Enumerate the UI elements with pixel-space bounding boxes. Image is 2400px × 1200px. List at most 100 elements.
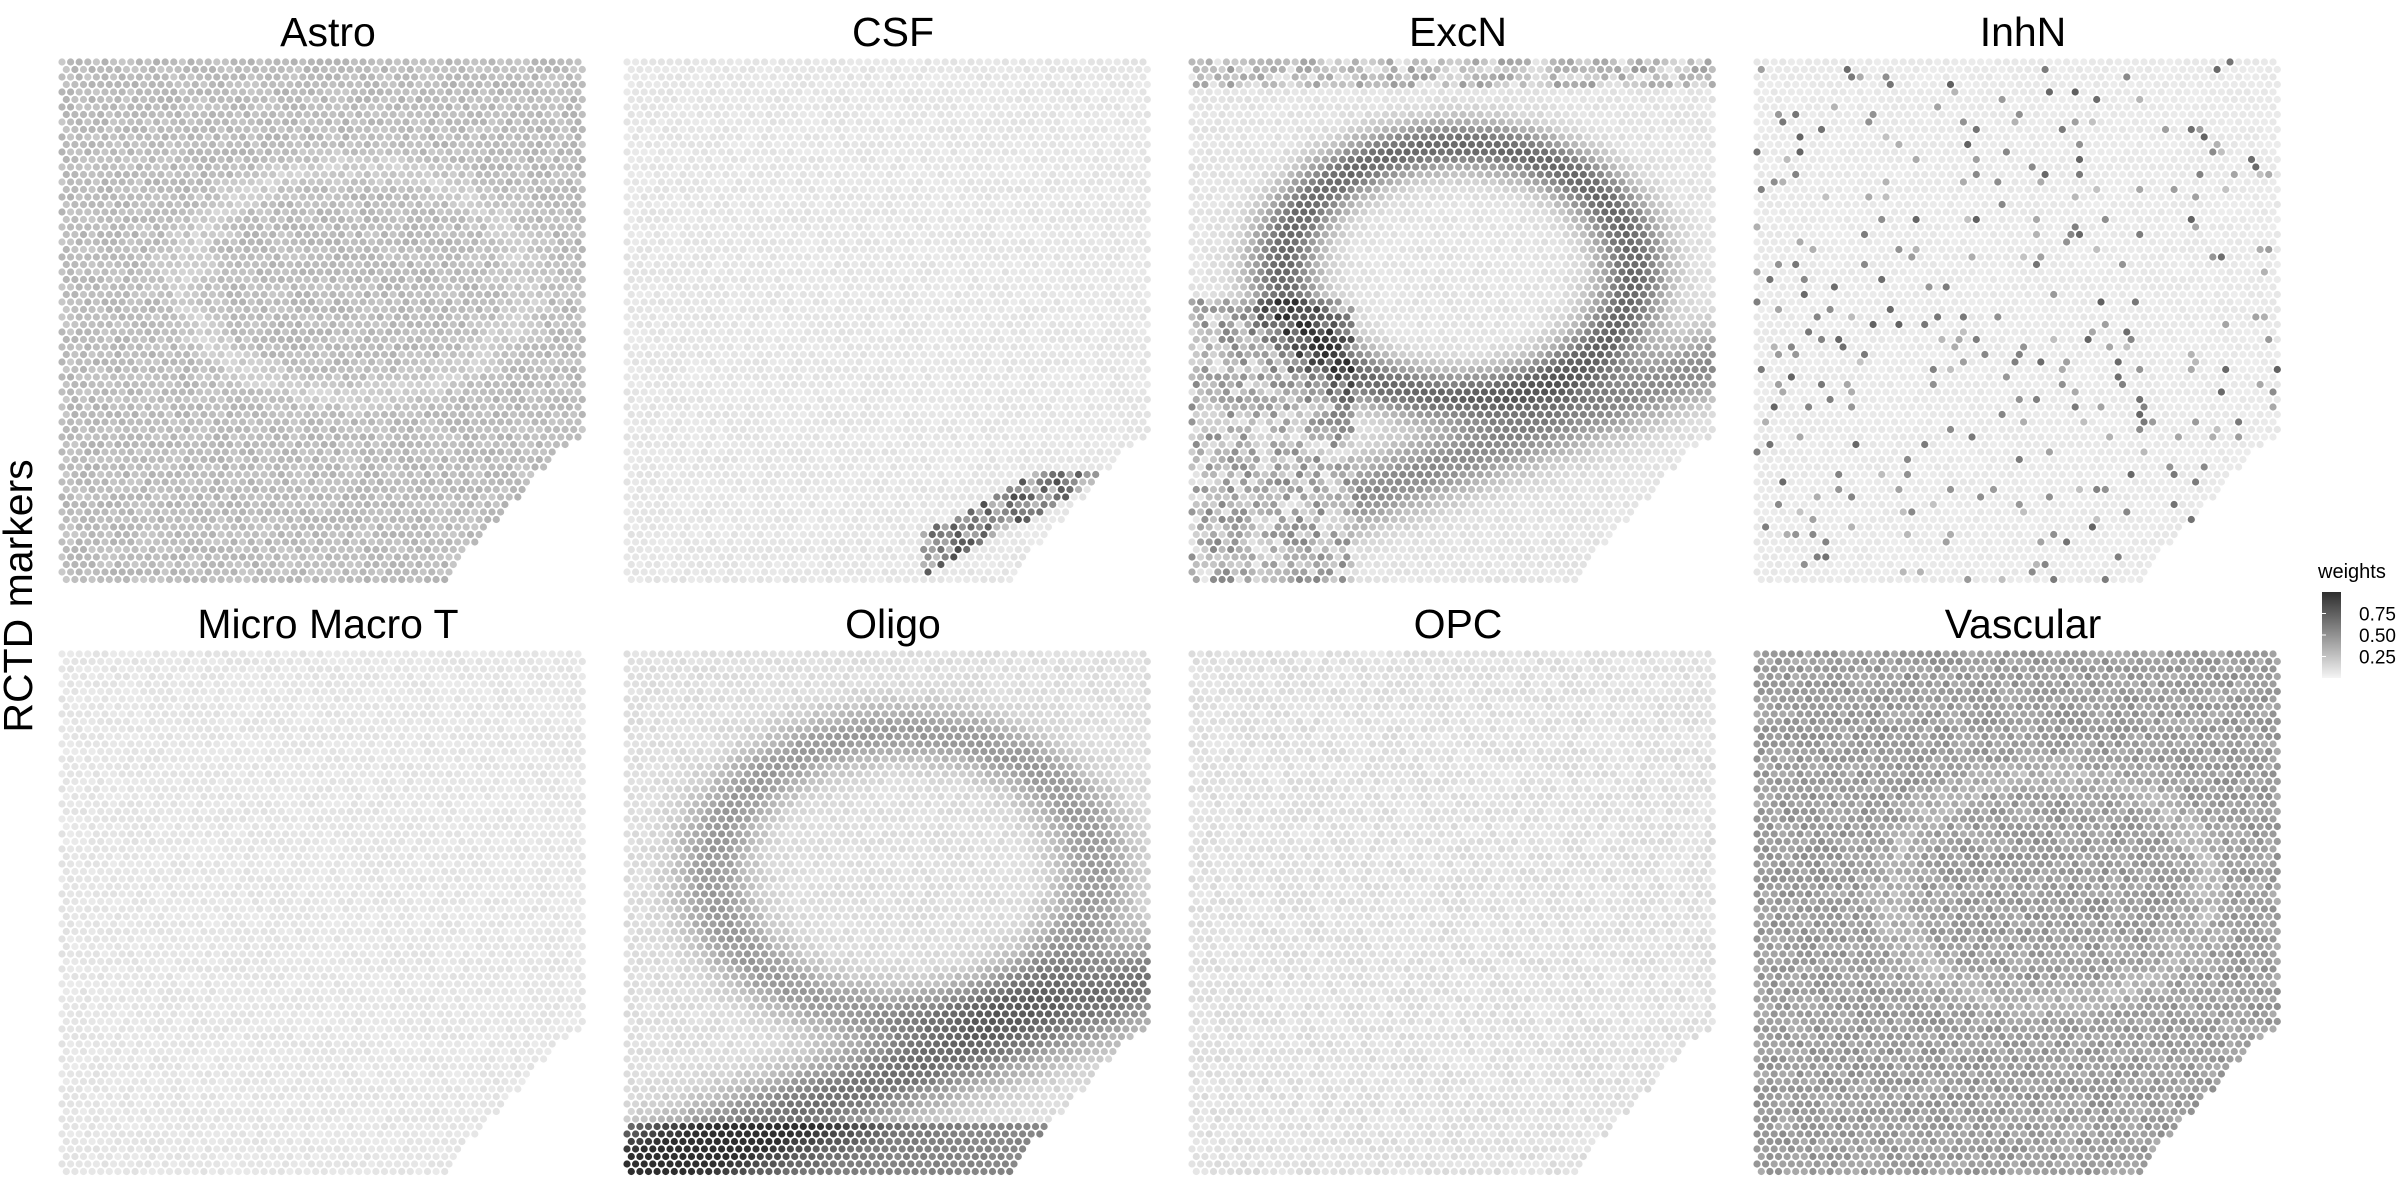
spot bbox=[372, 455, 380, 464]
spot bbox=[544, 140, 552, 149]
spot bbox=[97, 155, 105, 164]
spot bbox=[346, 170, 354, 179]
spot bbox=[466, 380, 475, 389]
spot bbox=[97, 95, 105, 104]
spot bbox=[419, 103, 427, 111]
spot bbox=[821, 163, 829, 171]
spot bbox=[221, 178, 229, 186]
spot bbox=[350, 313, 358, 321]
spot bbox=[527, 395, 535, 404]
spot bbox=[471, 313, 479, 321]
spot bbox=[454, 103, 462, 111]
spot bbox=[722, 140, 730, 149]
spot bbox=[118, 208, 126, 216]
spot bbox=[415, 185, 423, 194]
spot bbox=[303, 155, 311, 164]
spot bbox=[84, 148, 92, 156]
spot bbox=[92, 418, 100, 426]
spot bbox=[239, 478, 247, 486]
spot bbox=[557, 103, 565, 111]
spot bbox=[84, 568, 92, 576]
spot bbox=[497, 433, 505, 441]
spot bbox=[161, 133, 169, 141]
spot bbox=[578, 170, 586, 179]
spot bbox=[196, 463, 204, 471]
spot bbox=[1062, 133, 1070, 141]
spot bbox=[161, 508, 169, 516]
spot bbox=[294, 170, 303, 179]
spot bbox=[75, 373, 83, 381]
spot bbox=[372, 530, 380, 539]
spot bbox=[337, 545, 346, 554]
spot bbox=[368, 73, 376, 81]
spot bbox=[213, 283, 221, 291]
spot bbox=[170, 463, 178, 471]
spot bbox=[260, 380, 268, 389]
spot bbox=[436, 208, 444, 216]
spot bbox=[135, 208, 143, 216]
spot bbox=[88, 200, 96, 209]
spot bbox=[718, 118, 726, 126]
spot bbox=[393, 358, 401, 366]
spot bbox=[1057, 65, 1065, 74]
spot bbox=[497, 58, 505, 66]
spot bbox=[264, 568, 272, 576]
spot bbox=[153, 253, 161, 261]
spot bbox=[200, 410, 208, 419]
spot bbox=[415, 80, 423, 89]
spot bbox=[363, 380, 371, 389]
spot bbox=[436, 193, 444, 201]
spot bbox=[226, 425, 234, 434]
spot bbox=[411, 418, 419, 426]
spot bbox=[748, 140, 756, 149]
spot bbox=[200, 155, 208, 164]
spot bbox=[1031, 65, 1040, 74]
spot bbox=[847, 133, 855, 141]
spot bbox=[355, 140, 363, 149]
spot bbox=[540, 88, 548, 96]
spot bbox=[92, 118, 100, 126]
spot bbox=[217, 320, 225, 329]
spot bbox=[140, 395, 148, 404]
spot bbox=[221, 448, 229, 456]
spot bbox=[71, 230, 79, 239]
spot bbox=[735, 148, 743, 156]
spot bbox=[428, 313, 436, 321]
spot bbox=[153, 538, 161, 546]
spot bbox=[67, 148, 75, 156]
spot bbox=[122, 65, 131, 74]
spot bbox=[1027, 118, 1035, 126]
spot bbox=[488, 343, 496, 351]
spot bbox=[488, 58, 496, 66]
spot bbox=[299, 208, 307, 216]
spot bbox=[376, 553, 384, 561]
spot bbox=[88, 155, 96, 164]
spot bbox=[454, 523, 462, 531]
spot bbox=[557, 163, 565, 171]
spot bbox=[269, 380, 277, 389]
spot bbox=[368, 448, 376, 456]
spot bbox=[679, 140, 687, 149]
spot bbox=[97, 575, 105, 584]
spot bbox=[894, 65, 902, 74]
spot bbox=[441, 80, 449, 89]
spot bbox=[282, 298, 290, 306]
spot bbox=[406, 350, 414, 359]
spot bbox=[915, 163, 924, 171]
spot bbox=[105, 80, 113, 89]
spot bbox=[574, 268, 582, 276]
spot bbox=[62, 275, 70, 284]
spot bbox=[122, 260, 131, 269]
spot bbox=[980, 155, 988, 164]
spot bbox=[376, 538, 384, 546]
spot bbox=[196, 133, 204, 141]
spot bbox=[816, 110, 825, 119]
spot bbox=[488, 73, 496, 81]
spot bbox=[748, 110, 756, 119]
spot bbox=[415, 155, 423, 164]
spot bbox=[411, 553, 419, 561]
spot bbox=[350, 328, 358, 336]
spot bbox=[101, 133, 109, 141]
spot bbox=[359, 373, 367, 381]
spot bbox=[221, 343, 229, 351]
